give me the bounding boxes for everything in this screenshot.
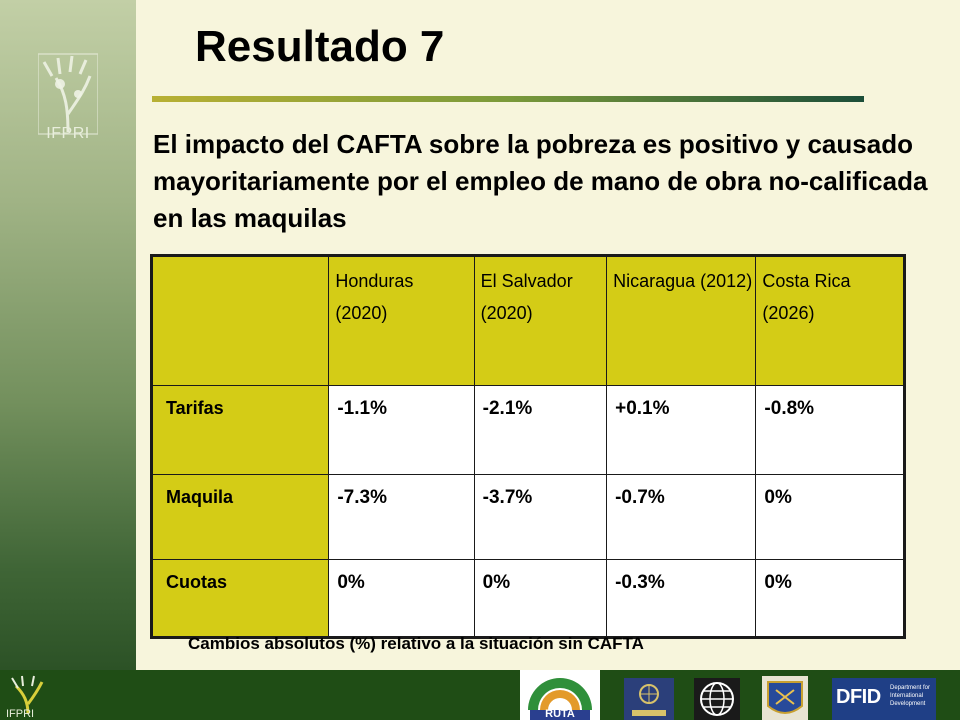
dfid-logo-subtext: Department for International Development xyxy=(890,685,931,707)
table-header-row: Honduras (2020) El Salvador (2020) Nicar… xyxy=(150,255,905,386)
table-header-corner xyxy=(150,255,330,386)
ifpri-logo-icon xyxy=(38,53,98,135)
eclac-logo xyxy=(624,678,674,720)
header-honduras: Honduras (2020) xyxy=(335,271,414,323)
dfid-logo: DFID Department for International Develo… xyxy=(832,678,936,720)
table-cell: 0% xyxy=(755,474,905,560)
table-cell: -0.3% xyxy=(606,559,757,638)
table-cell: 0% xyxy=(328,559,475,638)
globe-icon xyxy=(700,682,734,716)
footer-ifpri-logo-text: IFPRI xyxy=(6,708,35,720)
footer-ifpri-logo-icon xyxy=(11,675,44,715)
table-cell: 0% xyxy=(755,559,905,638)
un-emblem-icon xyxy=(632,684,666,716)
header-costa-rica: Costa Rica (2026) xyxy=(762,271,851,323)
row-label: Maquila xyxy=(150,474,330,560)
table-cell: -0.8% xyxy=(755,385,905,475)
slide-subtitle: El impacto del CAFTA sobre la pobreza es… xyxy=(153,129,928,233)
table-cell: 0% xyxy=(473,559,608,638)
slide-title: Resultado 7 xyxy=(195,22,445,71)
table-cell: +0.1% xyxy=(606,385,757,475)
footer-bar: IFPRI RUTA DFID Departme xyxy=(0,670,960,720)
world-bank-logo xyxy=(694,678,740,720)
ruta-logo-text: RUTA xyxy=(545,708,575,720)
table-cell: -2.1% xyxy=(473,385,608,475)
table-row: Tarifas -1.1% -2.1% +0.1% -0.8% xyxy=(150,385,905,475)
ruta-logo: RUTA xyxy=(520,670,600,720)
table-cell: -1.1% xyxy=(328,385,475,475)
row-label: Cuotas xyxy=(150,559,330,638)
table-row: Maquila -7.3% -3.7% -0.7% 0% xyxy=(150,474,905,560)
dfid-logo-text: DFID xyxy=(836,686,881,708)
idb-logo xyxy=(762,676,808,720)
header-el-salvador: El Salvador (2020) xyxy=(480,271,573,323)
idb-emblem-icon xyxy=(767,681,803,714)
table-cell: -3.7% xyxy=(473,474,608,560)
table-row: Cuotas 0% 0% -0.3% 0% xyxy=(150,559,905,638)
table-header-cell: El Salvador (2020) xyxy=(473,255,608,386)
table-header-cell: Nicaragua (2012) xyxy=(606,255,757,386)
row-label: Tarifas xyxy=(150,385,330,475)
ifpri-logo-text: IFPRI xyxy=(46,125,90,142)
table-header-cell: Costa Rica (2026) xyxy=(755,255,905,386)
title-divider xyxy=(152,96,864,102)
header-nicaragua: Nicaragua (2012) xyxy=(613,271,753,291)
results-table: Honduras (2020) El Salvador (2020) Nicar… xyxy=(150,254,906,639)
table-header-cell: Honduras (2020) xyxy=(328,255,475,386)
table-footnote: Cambios absolutos (%) relativo a la situ… xyxy=(188,634,644,653)
table-cell: -0.7% xyxy=(606,474,757,560)
sidebar: IFPRI xyxy=(0,0,136,670)
table-cell: -7.3% xyxy=(328,474,475,560)
ruta-logo-icon xyxy=(528,678,592,720)
